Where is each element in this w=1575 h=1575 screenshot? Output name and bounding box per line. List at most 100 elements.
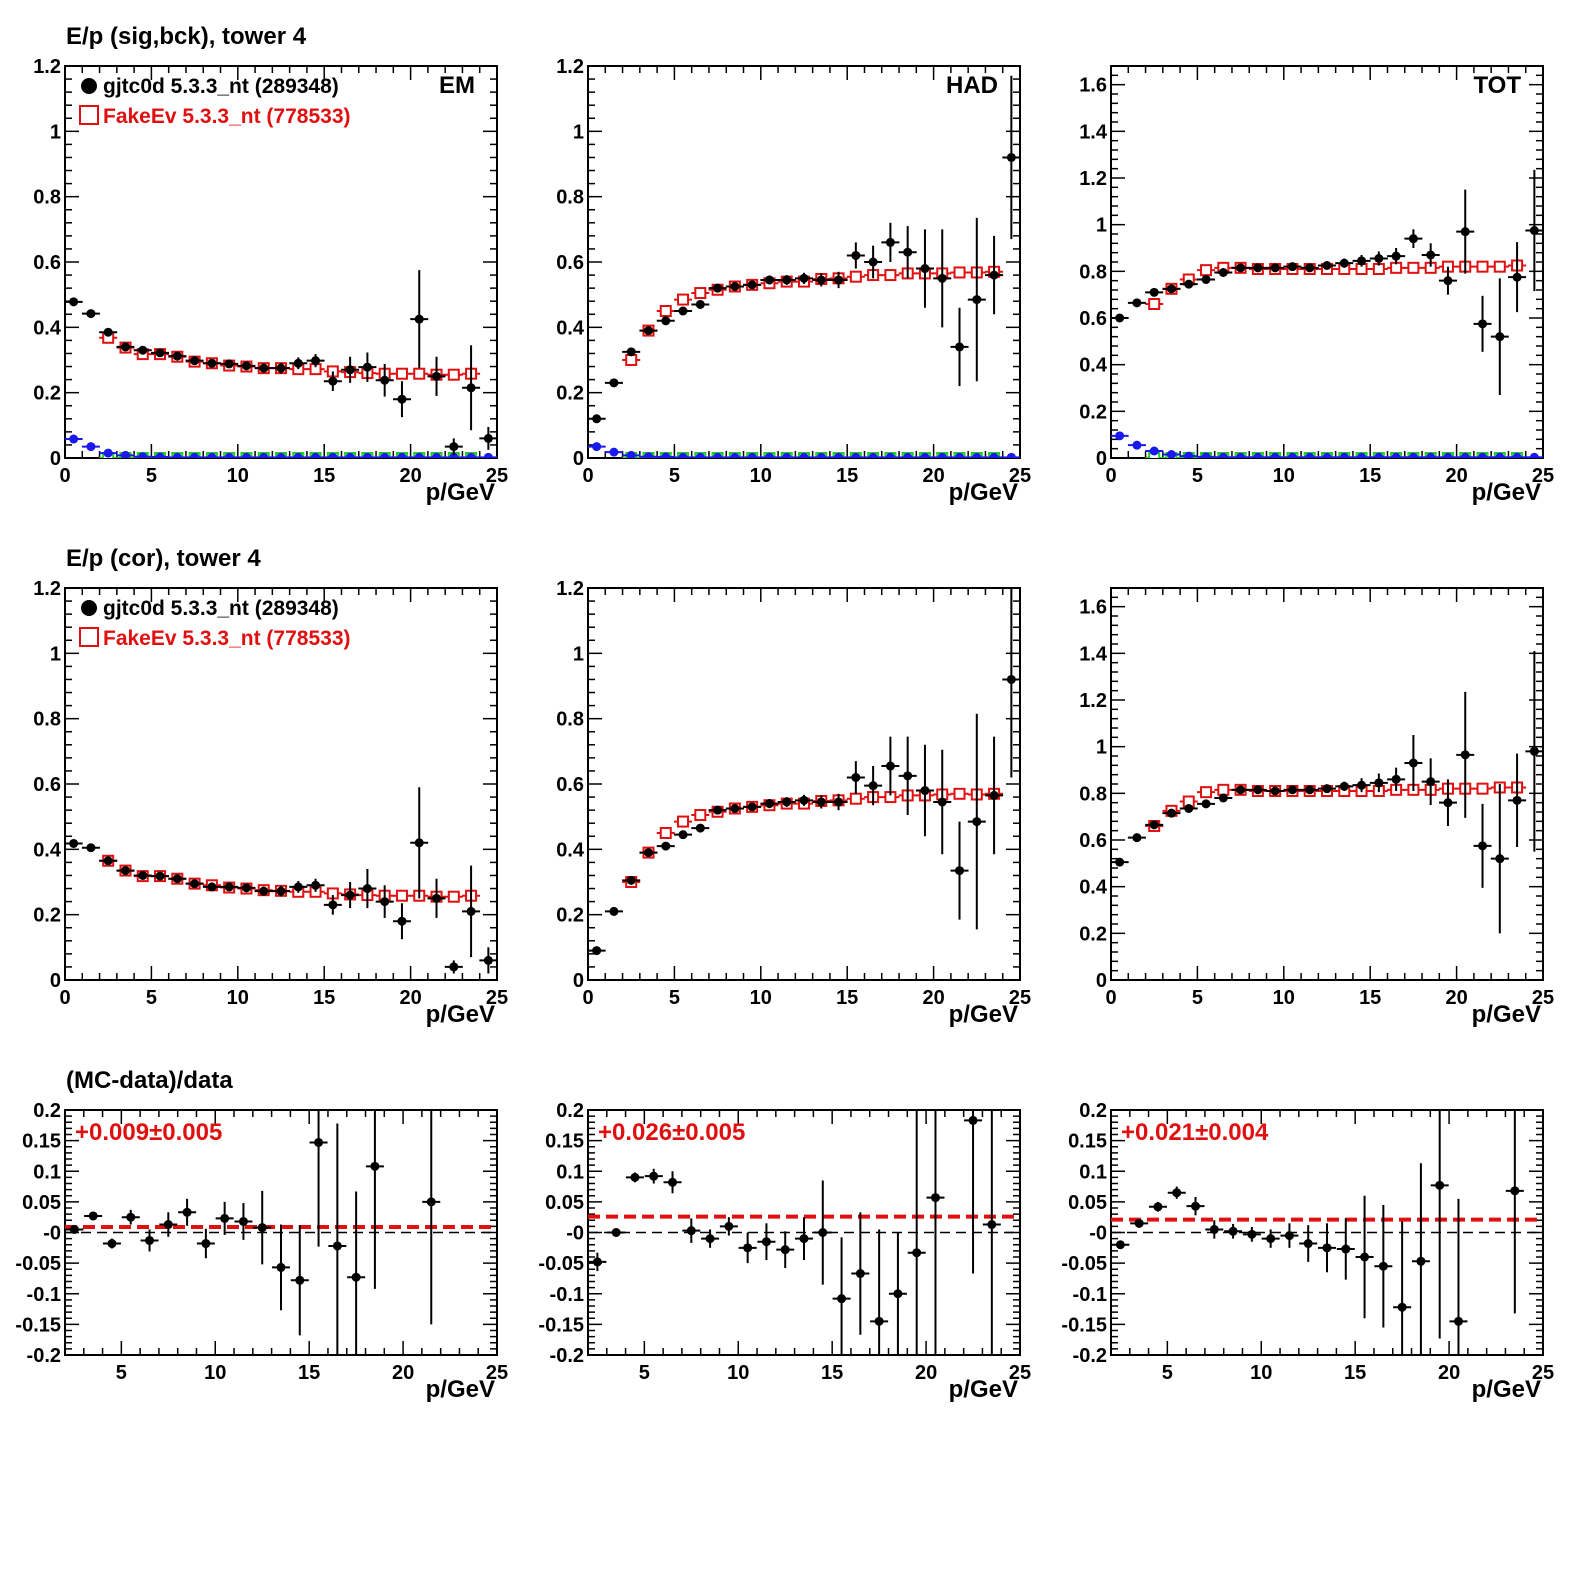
bck-data-marker (1132, 440, 1142, 450)
legend-mc-label: FakeEv 5.3.3_nt (778533) (103, 627, 351, 650)
y-tick-label: -0.2 (550, 1345, 584, 1367)
bck-data-marker (1305, 452, 1315, 458)
mc-marker (694, 287, 707, 300)
bck-data-marker (293, 452, 303, 458)
y-tick-label: 1 (573, 643, 584, 665)
plot-area (588, 1110, 1020, 1355)
plot-frame (587, 65, 1021, 459)
mc-marker (447, 368, 460, 381)
data-marker (1266, 1234, 1276, 1244)
x-axis-label: p/GeV (1472, 479, 1541, 506)
x-tick-label: 10 (227, 987, 249, 1009)
bck-data-marker (380, 452, 390, 458)
y-tick-label: -0 (566, 1223, 584, 1245)
x-tick-label: 20 (915, 1362, 937, 1384)
x-tick-label: 15 (821, 1362, 843, 1384)
data-marker (1184, 804, 1194, 813)
data-marker (1132, 833, 1142, 843)
panel-2-0: 5 10 15 20 25 -0.2 -0.15 -0.1 -0.05 -0 0.05 0.1 0.15… (15, 1100, 508, 1403)
y-tick-label: 0.2 (1079, 1100, 1107, 1122)
data-marker (592, 946, 602, 956)
y-tick-label: 0.1 (1079, 1161, 1107, 1183)
bck-data-marker (885, 452, 895, 458)
x-tick-label: 15 (836, 465, 858, 487)
data-marker (1132, 298, 1142, 308)
y-tick-label: 0.2 (1079, 401, 1107, 423)
data-marker (138, 870, 148, 880)
x-tick-label: 20 (1445, 987, 1467, 1009)
bck-data-marker (643, 452, 653, 458)
panel-0-1: 0 5 10 15 20 25 0 0.2 0.4 0.6 0.8 1 1.2 p/GeV HAD (556, 56, 1031, 506)
data-marker (903, 771, 913, 781)
plot-area (65, 1110, 497, 1355)
bck-data-marker (103, 448, 113, 458)
data-marker (449, 962, 459, 972)
data-marker (955, 866, 965, 876)
panels: 0 5 10 15 20 2500.20.40.60.811.2p/GeVEMgjtc0d… (15, 56, 1554, 1403)
data-marker (1416, 1256, 1426, 1266)
x-tick-label: 25 (486, 987, 508, 1009)
data-marker (362, 884, 372, 894)
panel-1-0: 0 5 10 15 20 25 0 0.2 0.4 0.6 0.8 1 1.2 p/GeV gjtc0d 5… (33, 578, 508, 1028)
data-marker (86, 843, 96, 853)
data-marker (207, 882, 217, 892)
data-marker (276, 363, 286, 373)
data-marker (126, 1212, 136, 1222)
data-marker (1153, 1202, 1163, 1212)
data-marker (220, 1213, 230, 1223)
mc-marker (395, 889, 408, 902)
data-marker (743, 1243, 753, 1253)
y-tick-label: 0.6 (33, 252, 61, 274)
bck-data-marker (1460, 452, 1470, 458)
data-marker (103, 856, 113, 866)
panel-label: TOT (1473, 72, 1521, 99)
data-marker (968, 1115, 978, 1125)
data-marker (314, 1137, 324, 1147)
data-marker (380, 375, 390, 385)
data-marker (1357, 256, 1367, 266)
bck-data-marker (1478, 452, 1488, 458)
data-marker (1478, 841, 1488, 851)
data-marker (207, 358, 217, 368)
bck-data-marker (747, 452, 757, 458)
data-marker (868, 781, 878, 791)
data-marker (414, 838, 424, 848)
data-marker (972, 295, 982, 305)
data-marker (1443, 798, 1453, 808)
x-tick-label: 0 (582, 987, 593, 1009)
bck-data-marker (1512, 452, 1522, 458)
x-tick-label: 10 (750, 987, 772, 1009)
data-marker (1391, 774, 1401, 784)
x-axis-label: p/GeV (949, 479, 1018, 506)
data-marker (643, 326, 653, 336)
data-marker (311, 880, 321, 890)
y-tick-label: 0.6 (33, 774, 61, 796)
data-marker (466, 383, 476, 393)
data-marker (1510, 1186, 1520, 1196)
x-tick-label: 0 (59, 987, 70, 1009)
mc-marker (1493, 260, 1506, 273)
data-marker (1305, 785, 1315, 795)
x-tick-label: 15 (1359, 465, 1381, 487)
y-tick-label: -0.05 (15, 1253, 61, 1275)
y-tick-label: -0.1 (550, 1284, 584, 1306)
x-axis-label: p/GeV (1472, 1376, 1541, 1403)
data-marker (238, 1216, 248, 1226)
y-tick-label: -0.15 (15, 1314, 61, 1336)
data-marker (611, 1228, 621, 1237)
data-marker (972, 817, 982, 827)
y-tick-label: 1.6 (1079, 597, 1107, 619)
data-marker (747, 280, 757, 290)
x-tick-label: 15 (313, 987, 335, 1009)
y-tick-label: -0.2 (27, 1345, 61, 1367)
y-tick-label: 0.6 (1079, 308, 1107, 330)
mc-marker (1200, 264, 1213, 277)
data-marker (155, 871, 165, 881)
data-marker (1006, 152, 1016, 162)
data-marker (1512, 272, 1522, 282)
bck-data-marker (397, 452, 407, 458)
data-marker (1287, 262, 1297, 272)
legend-data-label: gjtc0d 5.3.3_nt (289348) (103, 597, 339, 620)
data-marker (466, 906, 476, 916)
